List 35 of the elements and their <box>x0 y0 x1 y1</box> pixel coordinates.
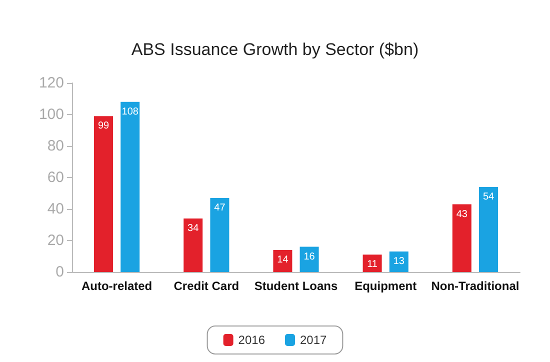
data-label: 99 <box>98 120 110 132</box>
y-tick-label: 20 <box>47 232 64 249</box>
legend-label: 2016 <box>238 333 266 347</box>
bar <box>479 186 498 272</box>
x-tick-label: Equipment <box>354 279 417 293</box>
bar <box>300 246 319 272</box>
bar <box>94 116 113 272</box>
bar <box>184 218 203 272</box>
x-tick-label: Auto-related <box>81 279 152 293</box>
data-label: 108 <box>122 106 139 118</box>
x-tick-label: Non-Traditional <box>431 279 520 293</box>
y-tick-label: 100 <box>38 106 64 123</box>
chart-title: ABS Issuance Growth by Sector ($bn) <box>131 40 419 59</box>
data-label: 34 <box>188 222 200 234</box>
y-tick-label: 40 <box>47 200 64 218</box>
data-label: 47 <box>214 202 226 214</box>
bar <box>210 198 230 272</box>
bar <box>273 250 292 272</box>
bar <box>452 204 472 272</box>
y-tick-label: 80 <box>47 138 64 154</box>
y-tick-label: 120 <box>38 74 64 92</box>
y-tick-label: 60 <box>47 169 64 186</box>
bar <box>362 254 382 272</box>
data-label: 11 <box>367 259 378 270</box>
data-label: 54 <box>482 191 494 202</box>
data-label: 43 <box>456 208 468 220</box>
legend-label: 2017 <box>300 333 328 347</box>
data-label: 13 <box>393 256 405 268</box>
x-tick-label: Student Loans <box>254 279 338 293</box>
data-label: 16 <box>304 251 316 262</box>
bar <box>389 252 408 272</box>
data-label: 14 <box>277 254 289 266</box>
x-tick-label: Credit Card <box>174 279 240 293</box>
y-tick-label: 0 <box>56 264 64 280</box>
bar <box>120 102 140 272</box>
